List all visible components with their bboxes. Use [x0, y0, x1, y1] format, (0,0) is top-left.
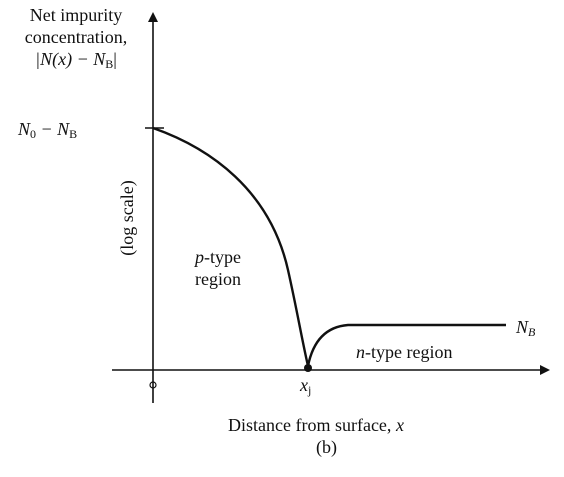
x-axis-title-text: Distance from surface, — [228, 415, 396, 435]
y-tick-subb: B — [69, 127, 78, 141]
y-axis-title-sub: B — [105, 57, 114, 71]
y-axis-title-line1: Net impurity — [29, 5, 123, 25]
log-scale-note: (log scale) — [117, 180, 137, 256]
y-tick-n: N — [18, 119, 31, 139]
p-type-region-label: p-type region — [168, 246, 268, 290]
y-tick-label: N0 − NB — [18, 118, 77, 140]
n-type-region-label: n-type region — [356, 341, 452, 363]
junction-point — [304, 364, 312, 372]
p-type-line2: region — [195, 269, 241, 289]
n-letter: n — [356, 342, 365, 362]
y-axis-title-line3: |N(x) − NB| — [0, 48, 152, 70]
nb-n: N — [516, 317, 529, 337]
p-type-line1: p-type — [168, 246, 268, 268]
y-tick-minus-n: − N — [36, 119, 70, 139]
x-axis-title: Distance from surface, x — [228, 414, 404, 436]
origin-marker — [149, 381, 157, 389]
panel-label: (b) — [316, 437, 337, 457]
y-axis-title-expression: |N(x) − N — [35, 49, 106, 69]
x-axis-variable: x — [395, 415, 404, 435]
y-axis-title: Net impurity concentration, |N(x) − NB| — [0, 4, 152, 70]
y-tick-sub0: 0 — [30, 127, 37, 141]
y-axis-title-line2: concentration, — [24, 27, 128, 47]
nb-level-label: NB — [516, 316, 535, 338]
p-type-profile-curve — [152, 126, 310, 367]
p-type-suffix: -type — [204, 247, 241, 267]
xj-x: x — [300, 375, 308, 395]
junction-depth-label: xj — [300, 374, 311, 396]
n-type-suffix: -type region — [365, 342, 453, 362]
n-type-profile-curve — [306, 323, 506, 367]
xj-sub: j — [308, 383, 312, 397]
p-letter: p — [195, 247, 204, 267]
y-axis-title-bar: | — [113, 49, 117, 69]
nb-sub: B — [528, 325, 536, 339]
